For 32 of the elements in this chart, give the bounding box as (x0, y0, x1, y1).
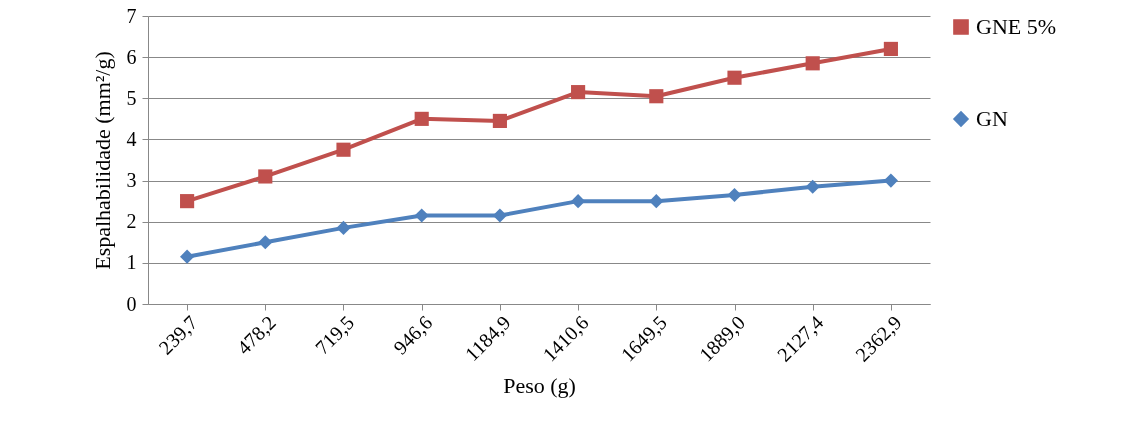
y-axis-title: Espalhabilidade (mm²/g) (89, 51, 115, 270)
point (492, 208, 507, 223)
point (805, 179, 820, 194)
point (883, 41, 898, 56)
point (649, 194, 664, 209)
point (492, 113, 507, 128)
y-tick-label: 4 (126, 127, 137, 150)
legend-label: GNE 5% (976, 14, 1057, 39)
point (571, 194, 586, 209)
y-tick-label: 6 (126, 45, 137, 68)
point (336, 220, 351, 235)
y-tick-label: 3 (126, 169, 137, 192)
legend-label: GN (976, 106, 1008, 131)
point (571, 85, 586, 100)
point (883, 173, 898, 188)
point (180, 249, 195, 264)
point (727, 187, 742, 203)
y-tick-label: 5 (126, 86, 137, 109)
point (727, 70, 742, 85)
y-tick-label: 7 (126, 4, 137, 27)
point (258, 169, 273, 184)
y-tick-label: 1 (126, 251, 137, 274)
point (180, 194, 195, 209)
point (414, 208, 429, 223)
point (336, 142, 351, 157)
y-tick-label: 0 (126, 292, 137, 315)
x-axis-title: Peso (g) (503, 372, 576, 398)
point (414, 111, 429, 126)
point (258, 235, 273, 250)
y-tick-label: 2 (126, 210, 137, 233)
point (805, 56, 820, 71)
point (649, 89, 664, 104)
